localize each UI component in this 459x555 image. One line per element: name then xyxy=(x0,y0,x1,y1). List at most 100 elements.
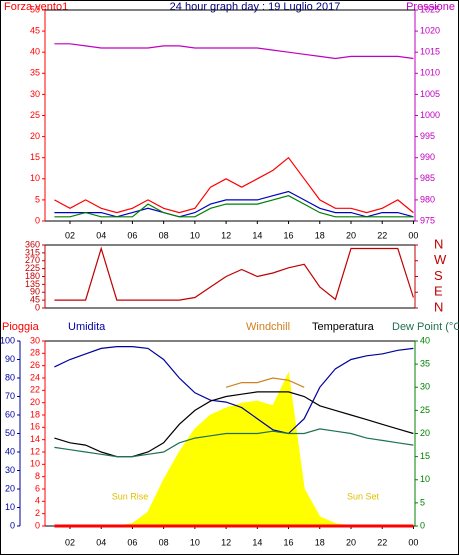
x-tick-label: 06 xyxy=(127,230,137,240)
tick-label: 40 xyxy=(30,47,40,57)
tick-label: 360 xyxy=(25,239,40,249)
tick-label: 0 xyxy=(35,520,40,530)
tick-label: 5 xyxy=(420,497,425,507)
tick-label: 40 xyxy=(420,335,430,345)
tick-label: 135 xyxy=(25,279,40,289)
x-tick-label: 00 xyxy=(408,230,418,240)
series-line xyxy=(54,346,414,435)
tick-label: 1000 xyxy=(420,110,440,120)
x-tick-label: 20 xyxy=(346,537,356,547)
tick-label: 10 xyxy=(30,173,40,183)
x-tick-label: 14 xyxy=(252,230,262,240)
tick-label: 35 xyxy=(30,68,40,78)
tick-label: 22 xyxy=(30,385,40,395)
tick-label: 10 xyxy=(30,459,40,469)
tick-label: N xyxy=(434,299,443,314)
series-line xyxy=(225,377,305,388)
tick-label: 1020 xyxy=(420,25,440,35)
annotation: Sun Set xyxy=(347,491,380,501)
tick-label: 16 xyxy=(30,422,40,432)
legend-label: Umidita xyxy=(68,321,106,333)
tick-label: 45 xyxy=(30,295,40,305)
x-tick-label: 14 xyxy=(252,537,262,547)
tick-label: 0 xyxy=(420,520,425,530)
x-tick-label: 16 xyxy=(284,537,294,547)
legend-label: Pioggia xyxy=(2,321,40,333)
tick-label: 30 xyxy=(30,335,40,345)
tick-label: 60 xyxy=(5,409,15,419)
tick-label: 180 xyxy=(25,271,40,281)
tick-label: 25 xyxy=(30,110,40,120)
x-tick-label: 22 xyxy=(377,537,387,547)
tick-label: 1015 xyxy=(420,47,440,57)
tick-label: S xyxy=(434,268,443,283)
x-tick-label: 10 xyxy=(190,537,200,547)
series-line xyxy=(54,43,414,60)
chart-title: 24 hour graph day : 19 Luglio 2017 xyxy=(170,1,341,13)
x-tick-label: 18 xyxy=(315,230,325,240)
tick-label: 20 xyxy=(30,397,40,407)
tick-label: 40 xyxy=(5,446,15,456)
tick-label: 980 xyxy=(420,194,435,204)
x-tick-label: 10 xyxy=(190,230,200,240)
legend-label: Dew Point (°C xyxy=(392,321,459,333)
x-tick-label: 02 xyxy=(65,537,75,547)
y2-label: Pressione xyxy=(406,1,455,13)
tick-label: 5 xyxy=(35,194,40,204)
series-line xyxy=(54,156,414,214)
tick-label: 270 xyxy=(25,255,40,265)
tick-label: 6 xyxy=(35,483,40,493)
tick-label: 0 xyxy=(10,520,15,530)
annotation: Sun Rise xyxy=(112,491,149,501)
tick-label: 100 xyxy=(0,335,15,345)
x-tick-label: 08 xyxy=(159,230,169,240)
x-tick-label: 22 xyxy=(377,230,387,240)
tick-label: 4 xyxy=(35,496,40,506)
x-tick-label: 02 xyxy=(65,230,75,240)
tick-label: 8 xyxy=(35,471,40,481)
x-tick-label: 08 xyxy=(159,537,169,547)
tick-label: 1005 xyxy=(420,89,440,99)
tick-label: 14 xyxy=(30,434,40,444)
tick-label: 990 xyxy=(420,152,435,162)
x-tick-label: 06 xyxy=(127,537,137,547)
series-line xyxy=(54,428,414,458)
tick-label: 20 xyxy=(420,428,430,438)
tick-label: 30 xyxy=(30,89,40,99)
tick-label: 315 xyxy=(25,247,40,257)
tick-label: 975 xyxy=(420,215,435,225)
x-tick-label: 12 xyxy=(221,537,231,547)
tick-label: 80 xyxy=(5,372,15,382)
x-tick-label: 18 xyxy=(315,537,325,547)
tick-label: W xyxy=(434,252,447,267)
x-tick-label: 04 xyxy=(96,537,106,547)
tick-label: 50 xyxy=(5,428,15,438)
tick-label: 0 xyxy=(35,302,40,312)
x-tick-label: 12 xyxy=(221,230,231,240)
tick-label: 18 xyxy=(30,409,40,419)
tick-label: 90 xyxy=(5,354,15,364)
tick-label: 10 xyxy=(420,474,430,484)
tick-label: 45 xyxy=(30,25,40,35)
tick-label: 28 xyxy=(30,348,40,358)
tick-label: 90 xyxy=(30,287,40,297)
tick-label: 225 xyxy=(25,263,40,273)
tick-label: 70 xyxy=(5,391,15,401)
tick-label: 30 xyxy=(420,382,430,392)
tick-label: 15 xyxy=(30,152,40,162)
tick-label: 20 xyxy=(30,131,40,141)
tick-label: 1010 xyxy=(420,68,440,78)
tick-label: 50 xyxy=(30,4,40,14)
tick-label: 30 xyxy=(5,465,15,475)
series-line xyxy=(54,246,414,301)
tick-label: 20 xyxy=(5,483,15,493)
legend-label: Windchill xyxy=(246,321,290,333)
tick-label: 26 xyxy=(30,360,40,370)
x-tick-label: 20 xyxy=(346,230,356,240)
tick-label: 1025 xyxy=(420,4,440,14)
tick-label: E xyxy=(434,284,443,299)
x-tick-label: 04 xyxy=(96,230,106,240)
tick-label: 25 xyxy=(420,405,430,415)
tick-label: 0 xyxy=(35,215,40,225)
